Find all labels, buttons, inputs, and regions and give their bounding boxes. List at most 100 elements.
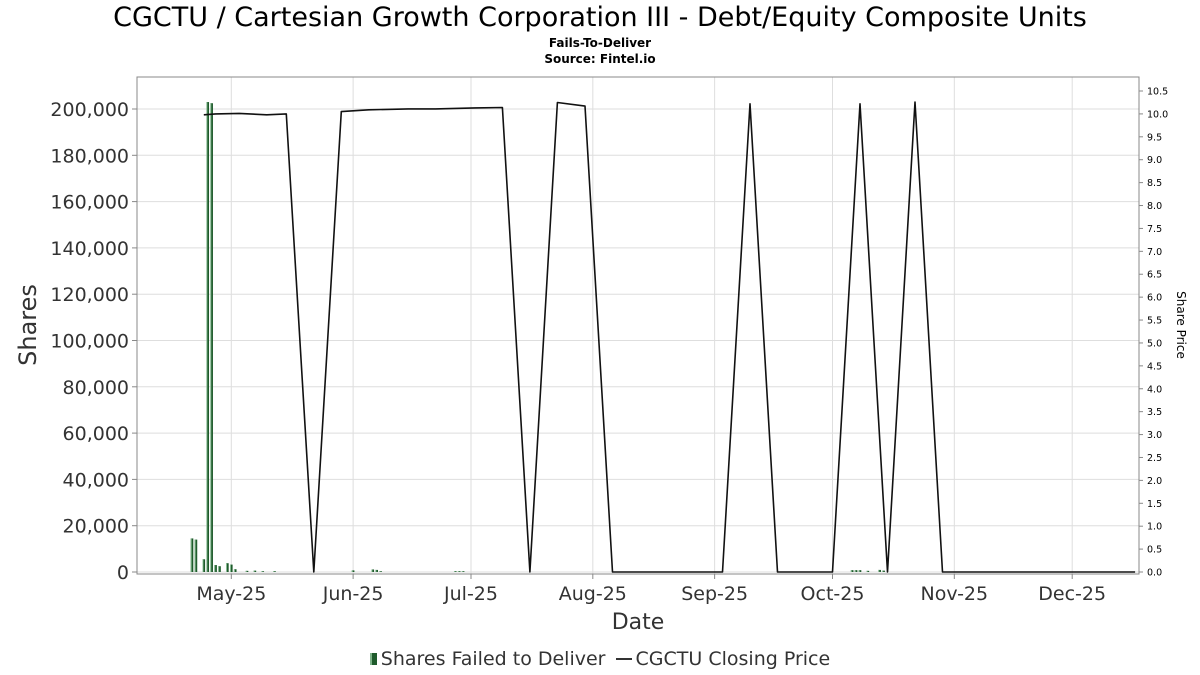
ftd-bar-body (371, 569, 375, 572)
ftd-bar-body (214, 565, 217, 572)
y-left-tick-label: 0 (117, 562, 129, 584)
ftd-bar (461, 571, 465, 572)
ftd-bar (253, 570, 257, 572)
ftd-bar-highlight (194, 539, 196, 572)
ftd-bar-highlight (453, 571, 455, 572)
ftd-bar-body (233, 569, 237, 572)
ftd-bar (882, 570, 885, 572)
ftd-bar-highlight (351, 570, 353, 572)
ftd-bar-highlight (261, 571, 263, 572)
ftd-bar-body (194, 539, 198, 572)
ftd-bar-body (858, 570, 862, 572)
y-right-tick-label: 1.0 (1147, 522, 1162, 533)
ftd-bar-body (190, 538, 194, 572)
ftd-bar-highlight (882, 570, 884, 572)
ftd-bar-body (461, 571, 465, 572)
ftd-bar-highlight (866, 570, 868, 572)
y-left-tick-label: 120,000 (50, 284, 129, 306)
y-right-tick-label: 5.5 (1147, 316, 1162, 327)
y-right-tick-label: 7.0 (1147, 247, 1162, 258)
ftd-bar-body (453, 571, 457, 572)
y-right-tick-label: 9.0 (1147, 155, 1162, 166)
y-right-tick-label: 6.5 (1147, 270, 1162, 281)
ftd-bar (878, 569, 881, 572)
ftd-bar-highlight (375, 569, 377, 572)
ftd-bar (230, 564, 233, 572)
ftd-bar-body (210, 103, 213, 573)
ftd-bar-highlight (214, 565, 216, 572)
ftd-bar-body (226, 563, 229, 572)
x-tick-label: Jun-25 (322, 583, 384, 605)
y-right-tick-label: 6.0 (1147, 293, 1162, 304)
ftd-bar (226, 563, 229, 572)
ftd-bar (858, 570, 862, 572)
ftd-bar-highlight (218, 566, 220, 572)
ftd-bar (206, 102, 210, 573)
ftd-bar-highlight (226, 563, 227, 572)
x-tick-label: Oct-25 (801, 583, 865, 605)
ftd-bar-highlight (854, 570, 856, 572)
price-line (203, 101, 1136, 573)
x-tick-label: May-25 (196, 583, 266, 605)
y-left-tick-label: 180,000 (50, 145, 129, 167)
y-right-tick-label: 2.5 (1147, 453, 1162, 464)
y-left-tick-label: 160,000 (50, 192, 129, 214)
ftd-bar-highlight (273, 571, 275, 572)
ftd-bar (866, 570, 870, 572)
ftd-bar-body (230, 564, 233, 572)
ftd-bar-body (379, 571, 382, 572)
ftd-bar-highlight (850, 570, 852, 572)
gridlines (137, 77, 1139, 574)
ftd-bar (273, 571, 276, 572)
y-right-tick-label: 0.0 (1147, 568, 1162, 579)
ftd-bar-body (866, 570, 870, 572)
x-tick-label: Dec-25 (1038, 583, 1106, 605)
ftd-bar (218, 566, 221, 572)
ftd-bar (210, 103, 213, 573)
ftd-bar (371, 569, 375, 572)
y-right-tick-label: 10.5 (1147, 87, 1168, 98)
y-axis-left-label: Shares (14, 284, 42, 366)
y-left-tick-label: 200,000 (50, 99, 129, 121)
ftd-bar-highlight (457, 571, 459, 572)
ftd-bar-body (261, 571, 265, 572)
ftd-bar (453, 571, 457, 572)
ftd-bar-highlight (202, 559, 204, 572)
ftd-bar (850, 570, 854, 572)
y-right-tick-label: 5.0 (1147, 338, 1162, 349)
legend-item-price: CGCTU Closing Price (612, 648, 830, 670)
x-tick-label: Jul-25 (443, 583, 498, 605)
y-right-tick-label: 9.5 (1147, 132, 1162, 143)
ftd-bar (245, 570, 249, 572)
line-swatch-icon (615, 658, 632, 660)
ftd-bar-body (206, 102, 210, 573)
ftd-bar-highlight (233, 569, 235, 572)
plot-area (136, 76, 1140, 575)
bar-swatch-icon (369, 653, 377, 665)
ftd-bar-body (245, 570, 249, 572)
x-axis-label: Date (612, 610, 665, 635)
ftd-bar-body (218, 566, 221, 572)
y-right-tick-label: 0.5 (1147, 545, 1162, 556)
ftd-bar-highlight (878, 569, 880, 572)
ftd-bar-highlight (206, 102, 208, 573)
ftd-bar (379, 571, 382, 572)
chart-source: Source: Fintel.io (544, 52, 656, 66)
ftd-bar-highlight (858, 570, 860, 572)
y-right-tick-label: 1.5 (1147, 499, 1162, 510)
y-left-tick-label: 140,000 (50, 238, 129, 260)
y-right-tick-label: 8.0 (1147, 201, 1162, 212)
ftd-bar-body (882, 570, 885, 572)
y-axis-left: 0 20,000 40,000 60,000 80,000 100,000 120,000 1… (50, 99, 137, 584)
legend-label-ftd: Shares Failed to Deliver (380, 647, 606, 670)
y-right-tick-label: 7.5 (1147, 224, 1162, 235)
ftd-bar-highlight (230, 564, 231, 572)
ftd-bar (351, 570, 355, 572)
ftd-bar (190, 538, 194, 572)
ftd-bar-body (850, 570, 854, 572)
ftd-bar (233, 569, 237, 572)
ftd-bar-highlight (245, 570, 247, 572)
y-axis-right: 0.0 0.5 1.0 1.5 2.0 2.5 3.0 3.5 4.0 4.5 5.0 5.5 6.0 6… (1139, 87, 1168, 579)
ftd-bar-body (375, 569, 378, 572)
